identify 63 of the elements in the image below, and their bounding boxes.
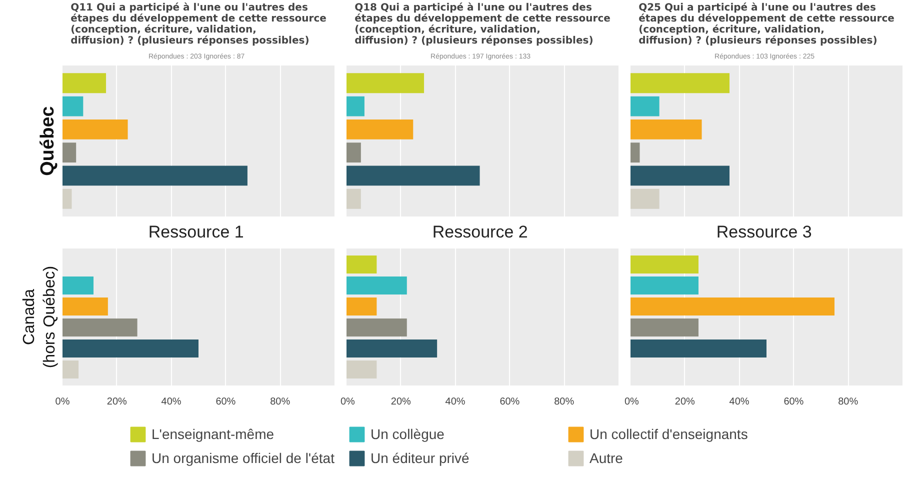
- x-axis-title: Ressource 1: [148, 222, 244, 242]
- chart-title: Q11 Qui a participé à l'une ou l'autres des étapes du développement de cette ressource (conception, écriture, validation, diffusion) ? (plusieurs réponses possibles): [70, 2, 327, 46]
- bar: [346, 318, 407, 337]
- x-axis-title: Ressource 3: [716, 222, 812, 242]
- legend-label: Autre: [590, 449, 624, 467]
- x-tick-label: 60%: [500, 396, 520, 408]
- y-axis-title: Canada (hors Québec): [21, 266, 58, 368]
- bar: [62, 188, 72, 209]
- chart-title: Q25 Qui a participé à l'une ou l'autres des étapes du développement de cette ressource (conception, écriture, validation, diffusion) ? (plusieurs réponses possibles): [638, 2, 895, 46]
- bar: [346, 73, 424, 94]
- bar: [62, 360, 79, 379]
- bar: [346, 255, 377, 274]
- bar: [630, 119, 702, 140]
- y-axis-title: Québec: [38, 106, 58, 176]
- x-tick-label: 60%: [784, 396, 804, 408]
- bar: [346, 188, 361, 209]
- bar: [630, 297, 834, 316]
- x-tick-label: 0%: [340, 396, 356, 408]
- bar: [630, 339, 766, 358]
- bar: [630, 166, 730, 186]
- x-tick-label: 0%: [55, 396, 70, 408]
- bar: [630, 276, 698, 295]
- bar: [630, 142, 640, 163]
- legend-label: Un collectif d'enseignants: [590, 425, 749, 443]
- x-tick-label: 80%: [838, 396, 858, 408]
- bar: [62, 119, 128, 140]
- legend-label: Un éditeur privé: [370, 449, 470, 467]
- bar: [630, 318, 698, 337]
- x-tick-label: 20%: [106, 396, 128, 408]
- bar: [630, 96, 660, 116]
- legend-label: Un organisme officiel de l'état: [152, 449, 336, 467]
- x-tick-label: 20%: [390, 396, 412, 408]
- bar: [346, 339, 438, 358]
- bar: [346, 119, 414, 140]
- x-tick-label: 40%: [161, 396, 182, 408]
- chart-title: Q18 Qui a participé à l'une ou l'autres des étapes du développement de cette ressource (conception, écriture, validation, diffusion) ? (plusieurs réponses possibles): [354, 2, 611, 46]
- bar: [62, 276, 94, 295]
- bar: [62, 166, 248, 186]
- bar: [62, 318, 138, 337]
- x-tick-label: 80%: [270, 396, 290, 408]
- bar: [62, 142, 76, 163]
- legend-label: Un collègue: [370, 425, 446, 443]
- bar: [630, 188, 660, 209]
- bar: [346, 276, 407, 295]
- x-tick-label: 20%: [674, 396, 696, 408]
- bar: [630, 73, 730, 94]
- bar: [346, 166, 480, 186]
- bar: [346, 142, 361, 163]
- bar: [630, 255, 698, 274]
- bar: [346, 297, 377, 316]
- x-tick-label: 60%: [216, 396, 236, 408]
- x-tick-label: 40%: [445, 396, 466, 408]
- bar: [346, 360, 377, 379]
- x-tick-label: 0%: [624, 396, 640, 408]
- bar: [62, 73, 106, 94]
- bar: [62, 96, 84, 116]
- bar: [346, 96, 364, 116]
- bar: [62, 297, 108, 316]
- x-tick-label: 80%: [554, 396, 574, 408]
- bar: [62, 339, 198, 358]
- x-tick-label: 40%: [729, 396, 750, 408]
- legend-label: L'enseignant-même: [152, 425, 276, 443]
- x-axis-title: Ressource 2: [432, 222, 528, 242]
